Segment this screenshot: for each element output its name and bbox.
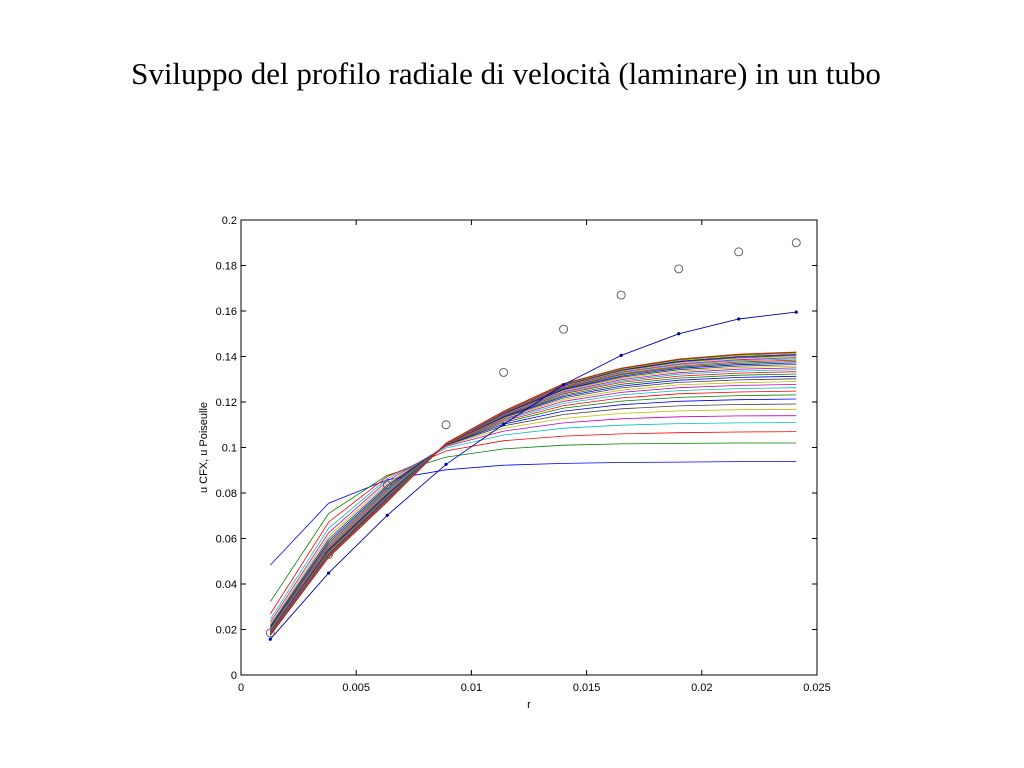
cfx-series-line: [269, 378, 797, 632]
dotted-series-point: [794, 310, 798, 314]
poiseuille-marker: [616, 290, 626, 300]
dotted-series-point: [268, 637, 272, 641]
cfx-series-line: [269, 422, 797, 620]
cfx-series-line: [269, 415, 797, 623]
dotted-series-point: [737, 317, 741, 321]
dotted-series-point: [619, 353, 623, 357]
x-tick-label: 0.02: [691, 682, 712, 694]
cfx-series-line: [269, 373, 797, 633]
y-tick-label: 0.14: [216, 352, 237, 364]
y-tick-label: 0.12: [216, 397, 237, 409]
poiseuille-marker: [265, 628, 275, 638]
y-tick-label: 0.1: [222, 443, 237, 455]
y-tick-label: 0.2: [222, 215, 237, 227]
cfx-series-line: [269, 394, 797, 629]
y-tick-label: 0.04: [216, 579, 237, 591]
cfx-series-line: [269, 398, 797, 628]
x-tick-label: 0.015: [573, 682, 601, 694]
cfx-series-line: [269, 387, 797, 630]
cfx-series-line: [269, 408, 797, 625]
x-tick-label: 0.025: [803, 682, 831, 694]
cfx-series-line: [269, 384, 797, 631]
x-tick-label: 0: [238, 682, 244, 694]
x-axis-ticks: 0 0.005 0.01 0.015 0.02 0.025: [238, 220, 831, 694]
poiseuille-markers-group: [265, 238, 801, 638]
poiseuille-marker: [382, 480, 392, 490]
y-tick-label: 0: [231, 670, 237, 682]
y-tick-label: 0.02: [216, 625, 237, 637]
poiseuille-marker: [499, 367, 509, 377]
cfx-series-group: [269, 351, 797, 636]
dotted-series-line: [269, 311, 797, 640]
x-axis-label: r: [527, 699, 531, 711]
cfx-series-line: [270, 461, 797, 566]
cfx-series-line: [269, 403, 797, 627]
cfx-series-line: [269, 390, 797, 630]
poiseuille-marker: [734, 247, 744, 257]
poiseuille-marker: [441, 420, 451, 430]
x-tick-label: 0.005: [342, 682, 370, 694]
y-tick-label: 0.16: [216, 306, 237, 318]
poiseuille-marker: [674, 264, 684, 274]
cfx-series-line: [269, 375, 797, 633]
slide-title: Sviluppo del profilo radiale di velocità…: [131, 56, 881, 91]
dotted-series-point: [385, 513, 389, 517]
x-tick-label: 0.01: [461, 682, 482, 694]
poiseuille-marker: [324, 549, 334, 559]
dotted-series-group: [268, 310, 798, 641]
y-axis-label: u CFX, u Poiseulle: [198, 402, 210, 493]
dotted-series-point: [561, 383, 566, 387]
y-tick-label: 0.06: [216, 534, 237, 546]
dotted-series-point: [444, 462, 448, 466]
dotted-series-point: [326, 571, 331, 575]
y-tick-label: 0.08: [216, 488, 237, 500]
cfx-series-line: [269, 351, 797, 636]
dotted-series-point: [502, 422, 506, 426]
cfx-series-line: [269, 431, 797, 615]
poiseuille-marker: [791, 238, 801, 248]
y-tick-label: 0.18: [216, 261, 237, 273]
poiseuille-marker: [559, 324, 569, 334]
dotted-series-point: [677, 332, 681, 336]
y-axis-ticks: 0 0.02 0.04 0.06 0.08 0.1 0.12 0.14 0.16 0.18 0.2: [216, 215, 817, 682]
cfx-series-line: [269, 442, 797, 602]
cfx-series-line: [269, 381, 797, 632]
